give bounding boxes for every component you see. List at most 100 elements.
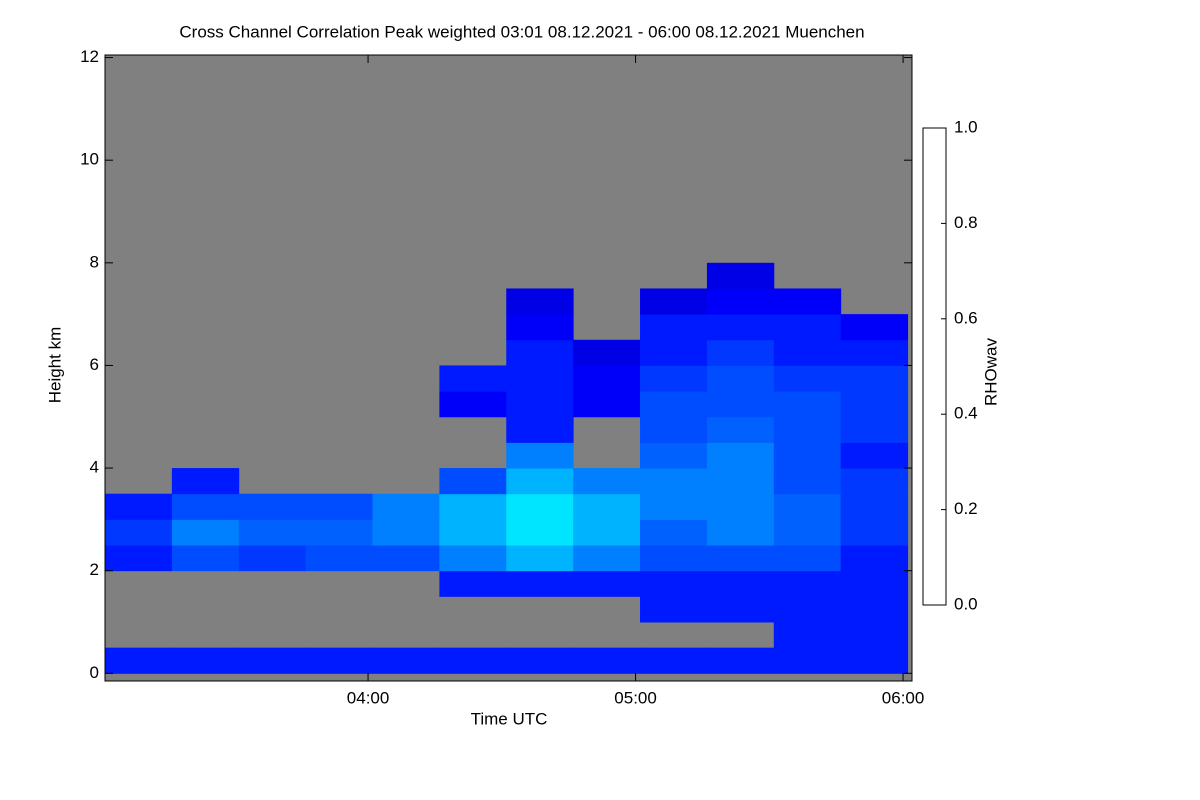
heatmap-cell bbox=[840, 493, 909, 520]
heatmap-cell bbox=[840, 365, 909, 392]
colorbar-tick-label: 0.0 bbox=[954, 594, 978, 613]
heatmap-cell bbox=[372, 545, 440, 572]
x-tick-label: 06:00 bbox=[882, 688, 925, 707]
heatmap-cell bbox=[506, 468, 574, 495]
heatmap-cell bbox=[706, 545, 775, 572]
colorbar-tick-label: 0.6 bbox=[954, 308, 978, 327]
heatmap-cell bbox=[573, 365, 641, 392]
heatmap-cell bbox=[840, 339, 909, 366]
heatmap-cell bbox=[506, 339, 574, 366]
heatmap-cell bbox=[506, 288, 574, 315]
heatmap-cell bbox=[640, 468, 708, 495]
heatmap-cell bbox=[840, 416, 909, 443]
plot-frame bbox=[104, 54, 913, 682]
heatmap-cell bbox=[372, 519, 440, 546]
heatmap-cell bbox=[773, 339, 842, 366]
heatmap-cell bbox=[640, 570, 708, 597]
heatmap-cell bbox=[706, 416, 775, 443]
heatmap-cell bbox=[773, 365, 842, 392]
x-tick-label: 04:00 bbox=[347, 688, 390, 707]
heatmap-cell bbox=[372, 493, 440, 520]
heatmap-cell bbox=[840, 442, 909, 469]
heatmap-cell bbox=[706, 570, 775, 597]
heatmap-cell bbox=[506, 493, 574, 520]
heatmap-cell bbox=[773, 416, 842, 443]
heatmap-cell bbox=[372, 647, 440, 674]
heatmap-cell bbox=[439, 519, 507, 546]
heatmap-cell bbox=[573, 519, 641, 546]
heatmap-cell bbox=[773, 288, 842, 315]
heatmap-cell bbox=[439, 647, 507, 674]
heatmap-cell bbox=[640, 314, 708, 341]
chart-title: Cross Channel Correlation Peak weighted … bbox=[179, 22, 864, 41]
heatmap-cell bbox=[506, 314, 574, 341]
heatmap-cell bbox=[506, 545, 574, 572]
heatmap-cell bbox=[573, 391, 641, 418]
y-tick-label: 4 bbox=[90, 458, 99, 477]
heatmap-cell bbox=[506, 519, 574, 546]
colorbar bbox=[922, 127, 947, 606]
y-tick-label: 8 bbox=[90, 252, 99, 271]
heatmap-cell bbox=[573, 647, 641, 674]
y-axis-label: Height km bbox=[45, 327, 64, 404]
x-axis-label: Time UTC bbox=[471, 709, 548, 728]
heatmap-cell bbox=[305, 545, 374, 572]
heatmap-cell bbox=[706, 391, 775, 418]
heatmap-cell bbox=[506, 365, 574, 392]
y-tick-label: 12 bbox=[80, 47, 99, 66]
heatmap-cell bbox=[640, 596, 708, 623]
heatmap-cell bbox=[840, 647, 909, 674]
heatmap-cell bbox=[506, 391, 574, 418]
heatmap-cell bbox=[706, 468, 775, 495]
heatmap-cell bbox=[640, 339, 708, 366]
heatmap-cell bbox=[305, 647, 374, 674]
colorbar-tick-label: 0.4 bbox=[954, 404, 978, 423]
x-tick-label: 05:00 bbox=[614, 688, 657, 707]
heatmap-cell bbox=[640, 647, 708, 674]
heatmap-cell bbox=[171, 493, 240, 520]
heatmap-cell bbox=[840, 314, 909, 341]
heatmap-cell bbox=[706, 262, 775, 289]
heatmap-cell bbox=[640, 442, 708, 469]
heatmap-cell bbox=[305, 519, 374, 546]
heatmap-cell bbox=[773, 442, 842, 469]
heatmap-cell bbox=[706, 365, 775, 392]
heatmap-cell bbox=[171, 519, 240, 546]
heatmap-cell bbox=[640, 493, 708, 520]
heatmap-cell bbox=[640, 519, 708, 546]
colorbar-tick-label: 1.0 bbox=[954, 117, 978, 136]
heatmap-cell bbox=[706, 339, 775, 366]
heatmap-cell bbox=[439, 468, 507, 495]
heatmap-cell bbox=[706, 314, 775, 341]
heatmap-cell bbox=[840, 596, 909, 623]
heatmap-cell bbox=[706, 647, 775, 674]
heatmap-cell bbox=[840, 570, 909, 597]
colorbar-tick-label: 0.8 bbox=[954, 213, 978, 232]
heatmap-cell bbox=[640, 288, 708, 315]
heatmap-cell bbox=[773, 519, 842, 546]
heatmap-cell bbox=[573, 468, 641, 495]
heatmap-cell bbox=[773, 570, 842, 597]
heatmap-cell bbox=[706, 596, 775, 623]
heatmap-cell bbox=[773, 391, 842, 418]
heatmap-cell bbox=[439, 493, 507, 520]
heatmap-cell bbox=[840, 519, 909, 546]
heatmap-cell bbox=[238, 493, 307, 520]
y-tick-label: 10 bbox=[80, 150, 99, 169]
heatmap-cell bbox=[573, 493, 641, 520]
colorbar-tick-label: 0.2 bbox=[954, 499, 978, 518]
heatmap-cell bbox=[773, 647, 842, 674]
colorbar-label: RHOwav bbox=[981, 337, 1000, 406]
heatmap-cell bbox=[105, 519, 173, 546]
heatmap-cell bbox=[439, 545, 507, 572]
heatmap-cell bbox=[640, 416, 708, 443]
heatmap-cell bbox=[105, 647, 173, 674]
heatmap-cell bbox=[840, 545, 909, 572]
heatmap-cell bbox=[238, 545, 307, 572]
heatmap-cell bbox=[171, 545, 240, 572]
heatmap-cell bbox=[506, 647, 574, 674]
heatmap-cell bbox=[506, 442, 574, 469]
heatmap-cell bbox=[840, 391, 909, 418]
heatmap-cell bbox=[706, 442, 775, 469]
